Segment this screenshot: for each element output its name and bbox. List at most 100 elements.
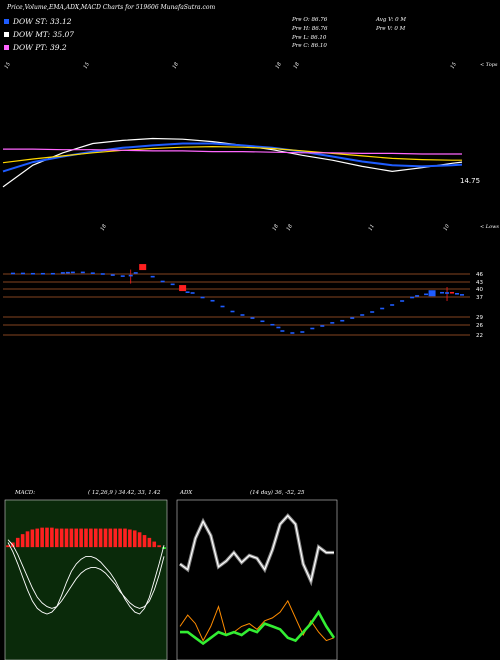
legend-swatch-pt: [4, 45, 9, 50]
candle: [460, 294, 464, 296]
candle: [260, 320, 265, 323]
bottom-tick: 18: [286, 223, 294, 232]
candle: [360, 314, 365, 316]
top-tick: 15: [4, 61, 12, 70]
candle: [150, 275, 155, 278]
level-label: 22: [476, 333, 483, 339]
legend-dow-pt: DOW PT: 39.2: [4, 43, 67, 52]
legend-label-st: DOW ST: 33.12: [13, 17, 72, 26]
candle: [300, 331, 305, 333]
candle: [65, 271, 70, 274]
adx-lines: [179, 513, 336, 646]
candle: [240, 314, 245, 316]
price-label: 14.75: [460, 177, 480, 185]
candle: [50, 272, 55, 275]
macd-params: ( 12,26,9 ) 34.42, 33, 1.42: [88, 490, 161, 496]
top-tick: 15: [83, 61, 91, 70]
bottom-tick: 18: [100, 223, 108, 232]
candle: [380, 307, 385, 310]
candle: [185, 291, 190, 293]
bottom-tick: 10: [443, 223, 452, 232]
top-axis: 15 15 18 18 18 15 < Tops: [4, 61, 498, 70]
legend-dow-mt: DOW MT: 35.07: [4, 30, 74, 39]
level-label: 43: [476, 280, 483, 286]
macd-line-signal: [7, 539, 165, 609]
legend-swatch-st: [4, 19, 9, 24]
candle: [170, 283, 175, 286]
legend-swatch-mt: [4, 32, 9, 37]
candle: [370, 311, 375, 313]
level-label: 29: [476, 315, 483, 321]
candle: [250, 317, 255, 319]
candle: [400, 300, 405, 302]
ema-line-3: [3, 148, 462, 155]
candle: [10, 272, 15, 275]
candle: [110, 274, 115, 276]
top-tick: 18: [293, 61, 301, 70]
macd-line-macd: [7, 542, 165, 615]
bottom-axis-label: < Lows: [480, 224, 499, 230]
candle: [210, 299, 215, 302]
candle: [179, 285, 187, 292]
chart-title: Price,Volume,EMA,ADX,MACD Charts for 519…: [7, 4, 216, 11]
candle: [30, 272, 35, 275]
candle: [450, 291, 455, 294]
stat-prev-low: Pre L: 86.10: [292, 35, 327, 41]
candle: [60, 272, 65, 274]
candle: [160, 280, 165, 283]
top-tick: 18: [275, 61, 283, 70]
level-label: 26: [476, 323, 483, 329]
candle: [139, 264, 147, 271]
macd-title: MACD:: [15, 490, 36, 496]
candle: [424, 293, 429, 296]
legend-label-mt: DOW MT: 35.07: [13, 30, 75, 39]
candle: [390, 304, 395, 306]
candle: [100, 273, 105, 275]
stat-avg-volume: Avg V: 0 M: [376, 17, 407, 23]
level-label: 40: [476, 287, 483, 293]
macd-lines: [7, 539, 165, 615]
adx-minus-di-line: [180, 609, 336, 646]
candle: [310, 327, 315, 330]
candle: [200, 296, 205, 299]
candle: [190, 292, 195, 294]
candle: [455, 293, 460, 295]
legend-dow-st: DOW ST: 33.12: [4, 17, 72, 26]
candle: [276, 326, 281, 329]
adx-params: (14 day) 36, -52, 25: [250, 490, 305, 496]
candle: [350, 317, 355, 319]
candle: [340, 319, 345, 322]
candle: [80, 271, 85, 274]
level-label: 46: [476, 272, 483, 278]
candle: [128, 274, 133, 277]
macd-histogram: [6, 527, 166, 549]
candle: [270, 323, 275, 326]
candle: [90, 272, 95, 274]
stat-prev-volume: Pre V: 0 M: [376, 26, 406, 32]
legend-label-pt: DOW PT: 39.2: [13, 43, 67, 52]
ema-lines: [2, 137, 463, 188]
top-axis-label: < Tops: [480, 62, 498, 68]
top-tick: 15: [450, 61, 458, 70]
candle: [428, 290, 436, 297]
bottom-axis: 18 18 18 11 10 < Lows: [100, 223, 500, 232]
candles: [10, 264, 464, 334]
candle: [280, 330, 285, 332]
candle: [410, 296, 415, 299]
candle: [440, 291, 445, 294]
stat-prev-close: Pre C: 86.10: [292, 43, 327, 49]
adx-title: ADX: [180, 490, 193, 496]
bottom-tick: 18: [272, 223, 280, 232]
candle: [120, 275, 125, 277]
level-label: 37: [476, 295, 483, 301]
top-tick: 18: [172, 61, 180, 70]
ema-line-2: [2, 145, 462, 164]
candle: [445, 292, 450, 294]
candle: [133, 272, 138, 274]
candle: [230, 310, 235, 313]
candle: [330, 322, 335, 324]
